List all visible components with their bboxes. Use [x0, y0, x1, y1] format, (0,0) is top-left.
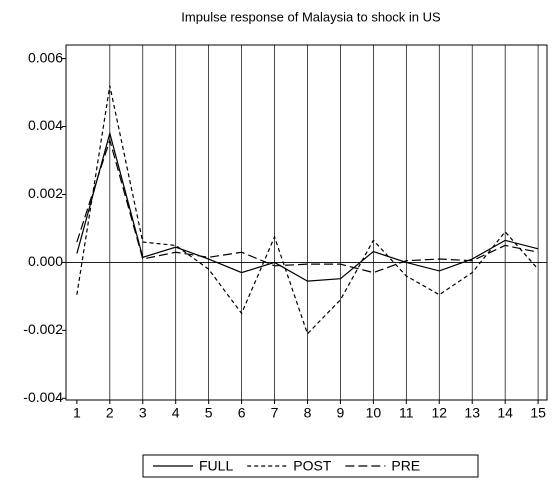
x-tick-label: 14 — [497, 405, 513, 421]
legend-label: POST — [293, 458, 332, 474]
series-line — [76, 138, 539, 274]
chart-title: Impulse response of Malaysia to shock in… — [181, 9, 441, 24]
y-tick-label: -0.002 — [23, 321, 63, 337]
x-tick-label: 9 — [337, 405, 345, 421]
x-tick-label: 13 — [464, 405, 480, 421]
x-tick-label: 5 — [205, 405, 213, 421]
x-tick-label: 15 — [530, 405, 546, 421]
legend-box — [142, 454, 479, 478]
legend-label: PRE — [391, 458, 420, 474]
x-tick-label: 3 — [139, 405, 147, 421]
x-tick-label: 1 — [73, 405, 81, 421]
x-tick-label: 12 — [431, 405, 447, 421]
x-tick-label: 7 — [271, 405, 279, 421]
x-tick-label: 11 — [399, 405, 414, 421]
legend-label: FULL — [199, 458, 233, 474]
series-line — [76, 131, 539, 282]
y-tick-label: -0.004 — [23, 389, 63, 405]
x-tick-label: 4 — [172, 405, 180, 421]
plot-frame — [65, 44, 548, 401]
x-tick-label: 6 — [238, 405, 246, 421]
y-tick-label: 0.004 — [28, 117, 63, 133]
y-tick-label: 0.002 — [28, 185, 63, 201]
x-tick-label: 8 — [304, 405, 312, 421]
y-tick-label: 0.000 — [28, 253, 63, 269]
x-tick-label: 10 — [366, 405, 382, 421]
y-tick-label: 0.006 — [28, 49, 63, 65]
x-tick-label: 2 — [106, 405, 114, 421]
series-line — [76, 85, 539, 335]
